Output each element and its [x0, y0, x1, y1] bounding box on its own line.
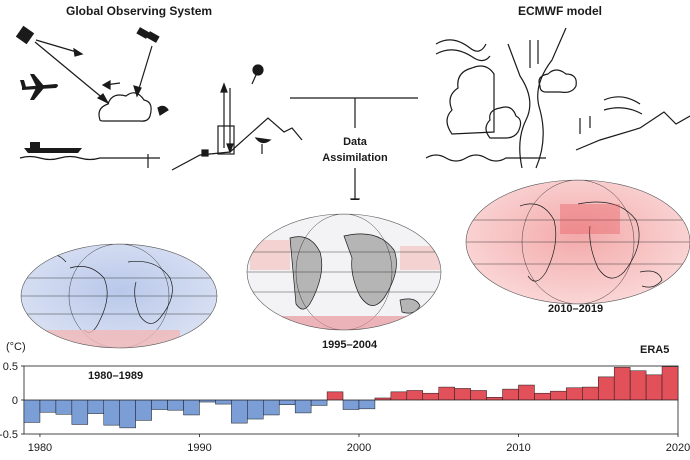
vertical-wind-icon — [507, 27, 591, 169]
bar — [645, 374, 663, 401]
arrowhead-icon — [350, 198, 360, 200]
bar — [406, 390, 424, 401]
bar — [23, 399, 41, 423]
map-1995-2004 — [246, 213, 442, 331]
x-tick-label: 2010 — [506, 442, 530, 454]
bar — [326, 391, 344, 401]
bar — [263, 399, 280, 416]
bar — [87, 399, 105, 414]
y-tick-label: 0 — [12, 395, 18, 407]
arrowhead-icon — [96, 93, 110, 105]
bar — [613, 367, 631, 401]
bar — [199, 399, 216, 403]
bar — [135, 399, 152, 421]
map-label-1995-2004: 1995–2004 — [322, 339, 378, 351]
bar — [550, 390, 567, 401]
tower-icon — [217, 125, 235, 155]
bar — [310, 399, 328, 406]
bar — [470, 390, 487, 401]
bar — [374, 397, 392, 401]
model-mountain-icon — [575, 111, 690, 151]
radar-dish-icon — [254, 137, 272, 154]
map-label-2010-2019: 2010–2019 — [548, 303, 604, 315]
wind-arrows-icon — [435, 39, 643, 115]
continent-shape — [343, 233, 397, 306]
data-assimilation-line1: Data — [343, 136, 367, 148]
continent-outline — [127, 261, 173, 324]
y-tick-label: 0.5 — [3, 361, 18, 373]
station-icon — [201, 149, 209, 157]
x-tick-label: 2000 — [347, 442, 371, 454]
bar — [534, 392, 551, 401]
bar — [39, 399, 57, 413]
arrowhead-icon — [133, 85, 142, 98]
bar — [566, 387, 583, 401]
airplane-icon — [20, 74, 58, 100]
bar — [151, 399, 168, 410]
continent-outline — [519, 203, 557, 282]
cloud-icon — [98, 92, 152, 122]
mountain-icon — [171, 117, 303, 171]
bar — [486, 397, 503, 401]
map-label-1980-1989: 1980–1989 — [88, 370, 144, 382]
bar — [247, 399, 264, 420]
map-2010-2019 — [465, 179, 690, 305]
sea-line — [19, 155, 160, 161]
bar — [422, 392, 439, 401]
data-assimilation-label: Data Assimilation — [318, 134, 392, 166]
bar — [629, 370, 647, 401]
satellite-icon-left — [15, 25, 35, 45]
bar — [597, 376, 615, 401]
model-sea-line — [425, 154, 546, 162]
illustration-panel — [15, 25, 690, 200]
bar — [358, 399, 376, 410]
bar — [454, 388, 471, 401]
bar — [71, 399, 89, 425]
bar — [167, 399, 184, 411]
arrowhead-icon — [73, 47, 84, 57]
observing-system-title: Global Observing System — [66, 4, 213, 18]
chart-title: ERA5 — [640, 344, 670, 356]
convection-cloud-icon — [446, 65, 577, 139]
bar — [119, 399, 136, 429]
bar — [294, 399, 312, 414]
y-tick-label: -0.5 — [0, 429, 18, 441]
arrowhead-icon — [220, 82, 228, 93]
bar — [342, 399, 360, 410]
arrowhead-icon — [101, 79, 111, 91]
bar — [215, 399, 232, 405]
continent-outline — [639, 270, 663, 288]
bar — [438, 386, 455, 401]
dish-icon — [157, 105, 169, 116]
bar — [278, 399, 296, 406]
x-tick-label: 1990 — [187, 442, 211, 454]
x-tick-label: 2020 — [666, 442, 690, 454]
bar — [103, 399, 120, 426]
bar — [502, 388, 519, 401]
bar — [231, 399, 248, 424]
ecmwf-model-title: ECMWF model — [518, 4, 602, 18]
balloon-icon — [252, 64, 264, 76]
data-assimilation-line2: Assimilation — [322, 152, 388, 164]
map-1980-1989 — [20, 243, 218, 349]
arrow-line — [35, 39, 81, 54]
bar — [582, 386, 599, 401]
bar — [518, 384, 535, 401]
continent-shape — [399, 298, 421, 314]
bar — [390, 391, 408, 401]
bar — [55, 399, 73, 415]
arrowhead-icon — [226, 143, 234, 154]
chart-ylabel: (°C) — [6, 341, 26, 353]
ship-icon — [24, 142, 82, 153]
satellite-icon-right — [136, 27, 160, 43]
bar — [661, 366, 679, 401]
bar — [183, 399, 200, 416]
x-tick-label: 1980 — [28, 442, 52, 454]
continent-outline — [577, 201, 640, 279]
